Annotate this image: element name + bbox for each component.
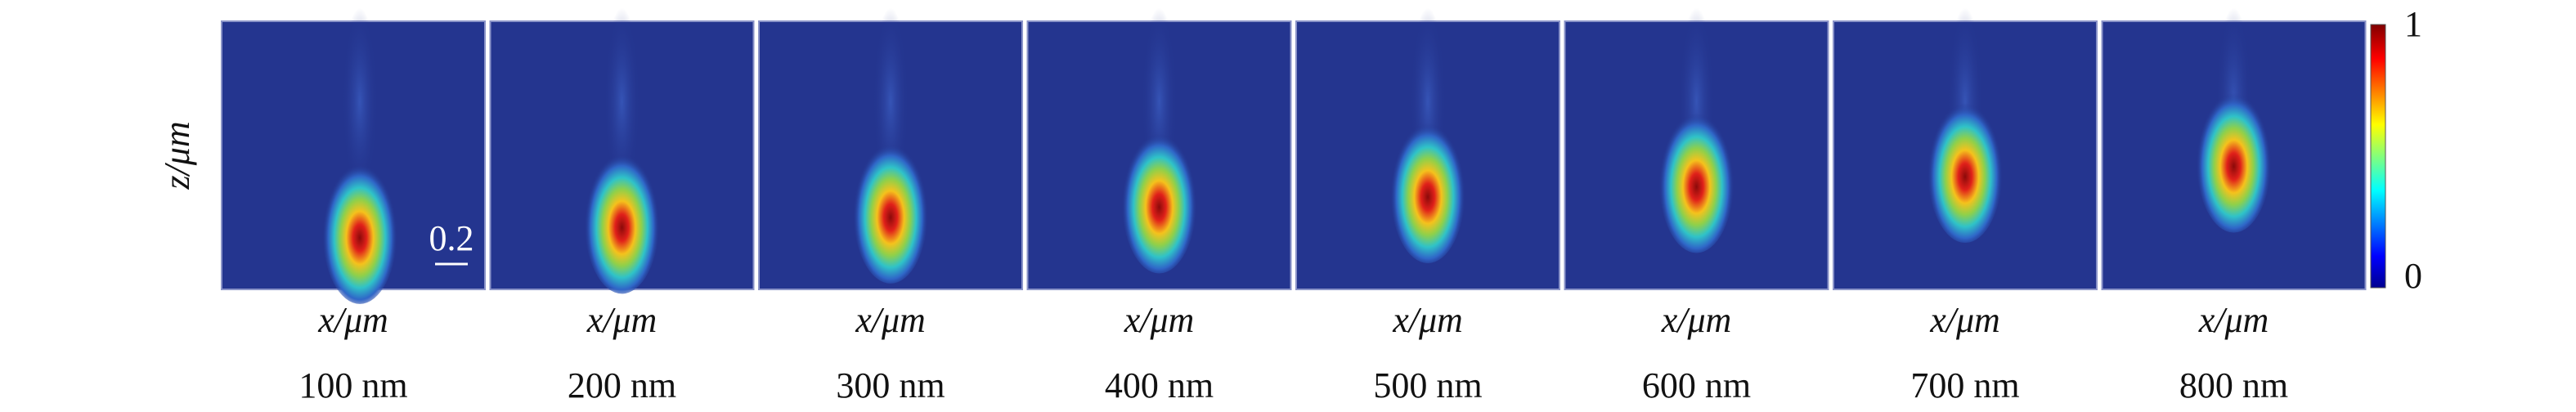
field-streak: [342, 7, 378, 196]
panel-caption: 200 nm: [568, 365, 676, 405]
focal-spot: [2196, 85, 2272, 233]
field-streak: [604, 7, 640, 196]
x-axis-label: x/μm: [855, 300, 926, 340]
focal-spot: [1658, 105, 1735, 253]
focal-spot: [1121, 126, 1197, 274]
scale-bar-label: 0.2: [429, 218, 474, 258]
focal-spot: [1390, 115, 1465, 263]
panel-caption: 700 nm: [1910, 365, 2019, 405]
colorbar: [2370, 24, 2386, 289]
panel-caption: 300 nm: [836, 365, 945, 405]
focal-spot: [853, 136, 928, 284]
x-axis-label: x/μm: [1392, 300, 1463, 340]
panel-caption: 800 nm: [2179, 365, 2288, 405]
panel-caption: 600 nm: [1642, 365, 1751, 405]
focal-spot: [1928, 96, 2003, 244]
x-axis-label: x/μm: [1929, 300, 2000, 340]
x-axis-label: x/μm: [1661, 300, 1732, 340]
x-axis-label: x/μm: [317, 300, 388, 340]
panel-caption: 100 nm: [298, 365, 407, 405]
focal-spot: [584, 146, 660, 294]
focal-spot: [322, 156, 397, 304]
colorbar-min: 0: [2404, 256, 2422, 296]
x-axis-label: x/μm: [586, 300, 657, 340]
panels: x/μm 100 nm x/μm 200 nm x/μm 300 nm x/μm 400 nm…: [221, 7, 2367, 405]
x-axis-label: x/μm: [2198, 300, 2269, 340]
x-axis-label: x/μm: [1124, 300, 1195, 340]
panel-caption: 500 nm: [1373, 365, 1482, 405]
colorbar-max: 1: [2404, 4, 2422, 44]
panel-caption: 400 nm: [1105, 365, 1214, 405]
y-axis-label: z/μm: [157, 121, 197, 190]
